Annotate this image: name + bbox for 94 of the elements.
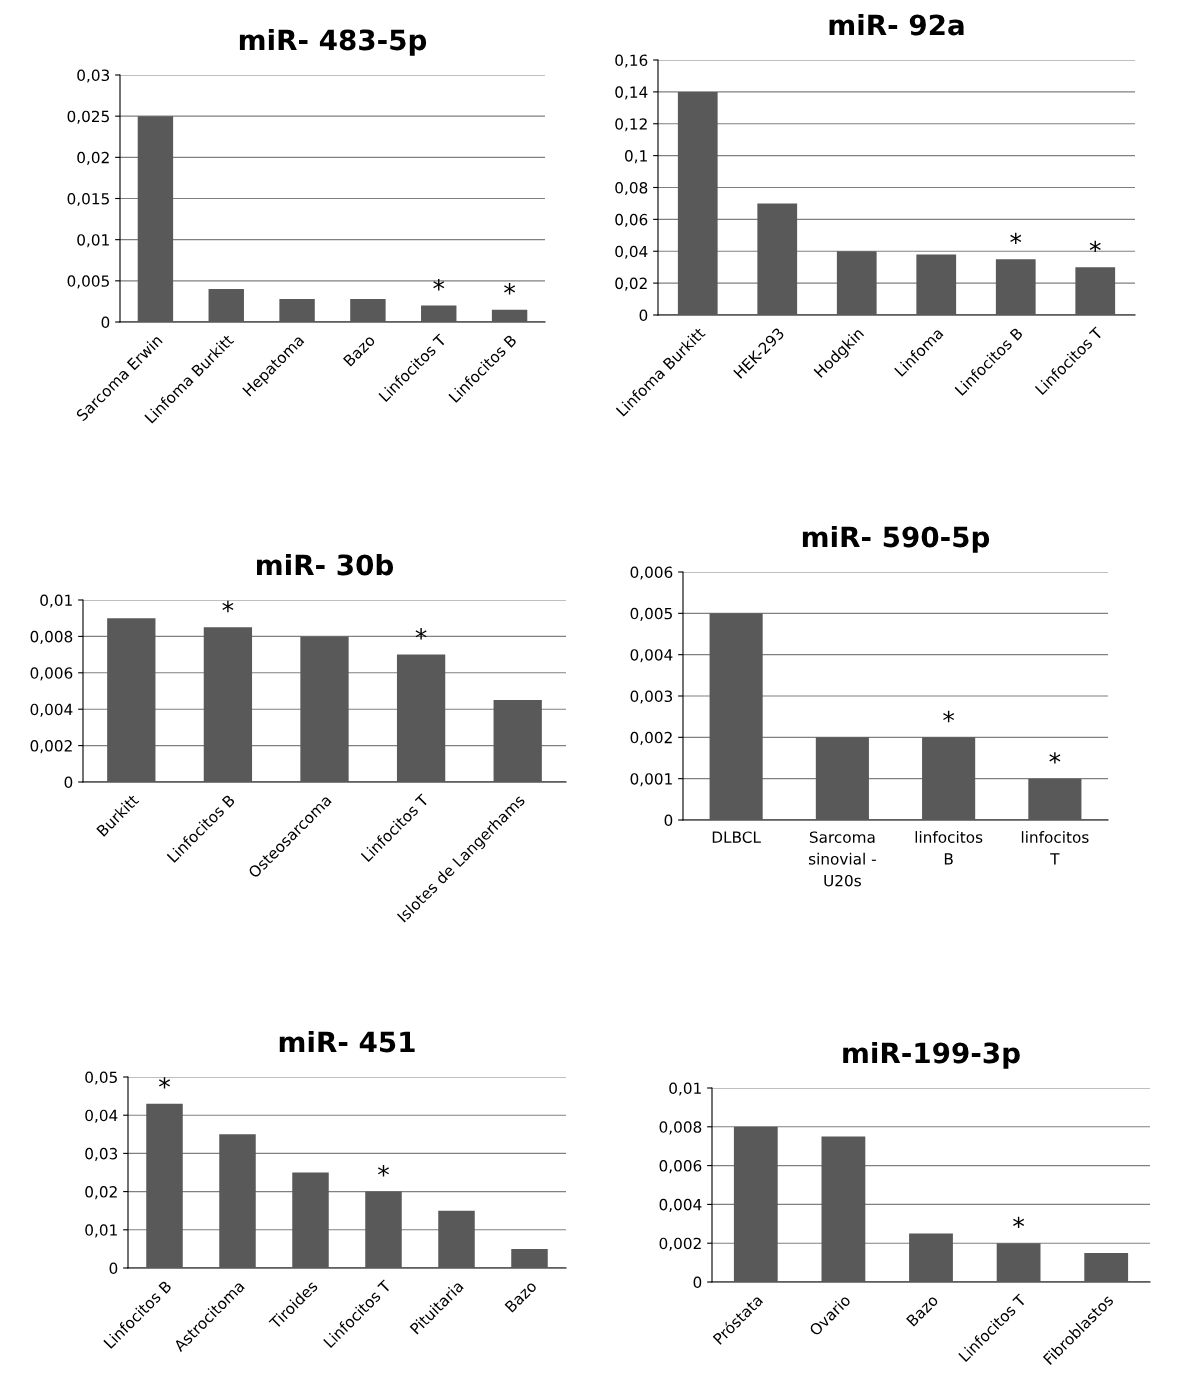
bar [916, 254, 957, 315]
annotation: * [433, 279, 445, 291]
y-tick-label: 0,16 [615, 54, 648, 68]
bar [1075, 267, 1116, 315]
annotation: * [943, 710, 955, 723]
y-tick-label: 0,002 [630, 731, 672, 745]
y-tick-label: 0,01 [669, 1082, 701, 1096]
chart-title: miR- 483-5p [239, 28, 427, 56]
bar [279, 298, 315, 322]
y-tick-label: 0 [64, 776, 73, 789]
y-tick-label: 0,003 [630, 690, 673, 704]
y-tick-label: 0,008 [659, 1121, 702, 1135]
y-tick-label: 0,006 [630, 566, 673, 580]
y-tick-label: 0,06 [615, 213, 648, 227]
bar [396, 654, 446, 782]
chart-title: miR- 30b [257, 553, 394, 576]
bar [493, 700, 542, 782]
y-tick-label: 0 [639, 309, 648, 322]
bar [909, 1233, 953, 1282]
y-tick-label: 0,04 [85, 1109, 118, 1123]
y-tick-label: 0 [693, 1276, 702, 1289]
y-tick-label: 0 [101, 316, 110, 329]
y-tick-label: 0,004 [30, 703, 73, 717]
bar [438, 1210, 475, 1268]
bar [491, 309, 528, 322]
y-tick-label: 0 [664, 814, 673, 827]
annotation: * [415, 628, 427, 640]
bar [350, 298, 386, 322]
bar [107, 618, 156, 782]
annotation: * [159, 1077, 170, 1089]
x-tick-label: DLBCL [712, 831, 761, 843]
bar [709, 613, 763, 820]
y-tick-label: 0,1 [624, 150, 647, 164]
chart-title: miR- 451 [279, 1030, 415, 1053]
bar [996, 1243, 1041, 1282]
y-tick-label: 0,004 [659, 1198, 702, 1212]
y-tick-label: 0,001 [630, 773, 672, 787]
bar [815, 737, 869, 820]
y-tick-label: 0,01 [77, 234, 109, 248]
annotation: * [1049, 752, 1061, 764]
y-tick-label: 0,05 [85, 1071, 117, 1085]
y-tick-label: 0,025 [67, 110, 109, 124]
bar [1084, 1252, 1129, 1282]
annotation: * [378, 1165, 389, 1177]
y-tick-label: 0 [109, 1262, 118, 1275]
y-tick-label: 0,006 [659, 1160, 702, 1174]
y-tick-label: 0,03 [85, 1147, 118, 1161]
bar [208, 289, 244, 322]
y-tick-label: 0,12 [615, 118, 647, 132]
y-tick-label: 0,004 [630, 649, 673, 663]
bar [421, 305, 457, 322]
bar [300, 636, 349, 782]
y-tick-label: 0,14 [615, 86, 648, 100]
y-tick-label: 0,02 [85, 1186, 117, 1200]
y-tick-label: 0,008 [30, 630, 73, 644]
y-tick-label: 0,02 [77, 151, 109, 165]
y-tick-label: 0,01 [85, 1224, 117, 1238]
bar [219, 1134, 256, 1268]
chart-title: miR-199-3p [843, 1041, 1020, 1069]
y-tick-label: 0,006 [30, 667, 73, 681]
bar [677, 91, 718, 315]
bar [511, 1248, 548, 1268]
y-tick-label: 0,015 [67, 192, 109, 207]
bar [757, 203, 798, 315]
bar [1028, 778, 1082, 820]
bar [137, 116, 174, 322]
bar [995, 259, 1036, 315]
bar [146, 1103, 183, 1268]
annotation: * [504, 283, 516, 295]
annotation: * [1010, 232, 1022, 245]
bar [203, 627, 253, 782]
y-tick-label: 0,02 [615, 277, 647, 291]
bar [836, 251, 877, 315]
y-tick-label: 0,005 [67, 275, 109, 289]
y-tick-label: 0,03 [77, 69, 110, 83]
chart-title: miR- 590-5p [802, 525, 990, 553]
annotation: * [1013, 1216, 1025, 1229]
x-tick-label: linfocitos B [915, 831, 983, 865]
bar [292, 1172, 329, 1268]
y-tick-label: 0,002 [30, 740, 72, 754]
y-tick-label: 0,04 [615, 245, 648, 259]
annotation: * [1089, 240, 1101, 253]
chart-title: miR- 92a [829, 13, 964, 36]
annotation: * [222, 600, 234, 613]
x-tick-label: linfocitos T [1021, 831, 1089, 865]
y-tick-label: 0,002 [659, 1237, 701, 1251]
bar [733, 1126, 778, 1282]
y-tick-label: 0,08 [615, 181, 648, 196]
bar [365, 1191, 402, 1268]
bar [821, 1136, 866, 1282]
y-tick-label: 0,005 [630, 607, 672, 621]
y-tick-label: 0,01 [40, 594, 72, 608]
bar [922, 737, 976, 820]
x-tick-label: Sarcoma sinovial - U20s [808, 831, 876, 887]
